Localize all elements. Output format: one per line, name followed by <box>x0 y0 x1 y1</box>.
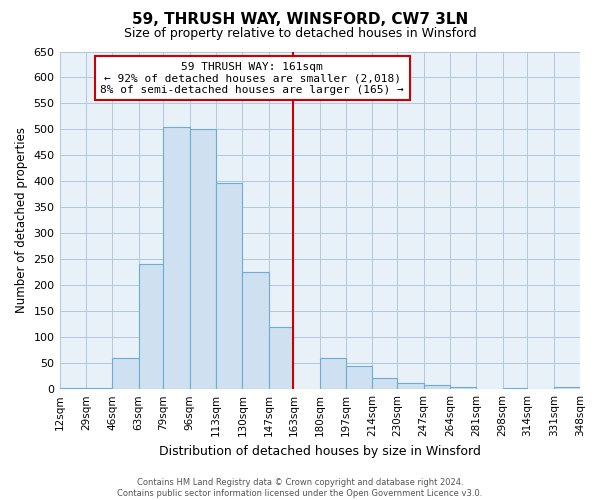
Bar <box>59 388 86 389</box>
Bar <box>86 388 112 389</box>
Bar <box>163 127 190 389</box>
Bar <box>346 366 373 389</box>
Bar <box>139 264 163 389</box>
X-axis label: Distribution of detached houses by size in Winsford: Distribution of detached houses by size … <box>159 444 481 458</box>
Bar <box>320 358 346 389</box>
Text: 59 THRUSH WAY: 161sqm
← 92% of detached houses are smaller (2,018)
8% of semi-de: 59 THRUSH WAY: 161sqm ← 92% of detached … <box>100 62 404 95</box>
Bar <box>112 358 139 389</box>
Text: Size of property relative to detached houses in Winsford: Size of property relative to detached ho… <box>124 28 476 40</box>
Bar <box>190 130 216 389</box>
Bar <box>554 386 580 389</box>
Bar <box>397 383 424 389</box>
Bar <box>373 378 397 389</box>
Bar <box>450 386 476 389</box>
Bar <box>269 327 293 389</box>
Y-axis label: Number of detached properties: Number of detached properties <box>15 128 28 314</box>
Bar <box>424 385 450 389</box>
Bar <box>216 183 242 389</box>
Text: Contains HM Land Registry data © Crown copyright and database right 2024.
Contai: Contains HM Land Registry data © Crown c… <box>118 478 482 498</box>
Text: 59, THRUSH WAY, WINSFORD, CW7 3LN: 59, THRUSH WAY, WINSFORD, CW7 3LN <box>132 12 468 28</box>
Bar <box>242 272 269 389</box>
Bar <box>503 388 527 389</box>
